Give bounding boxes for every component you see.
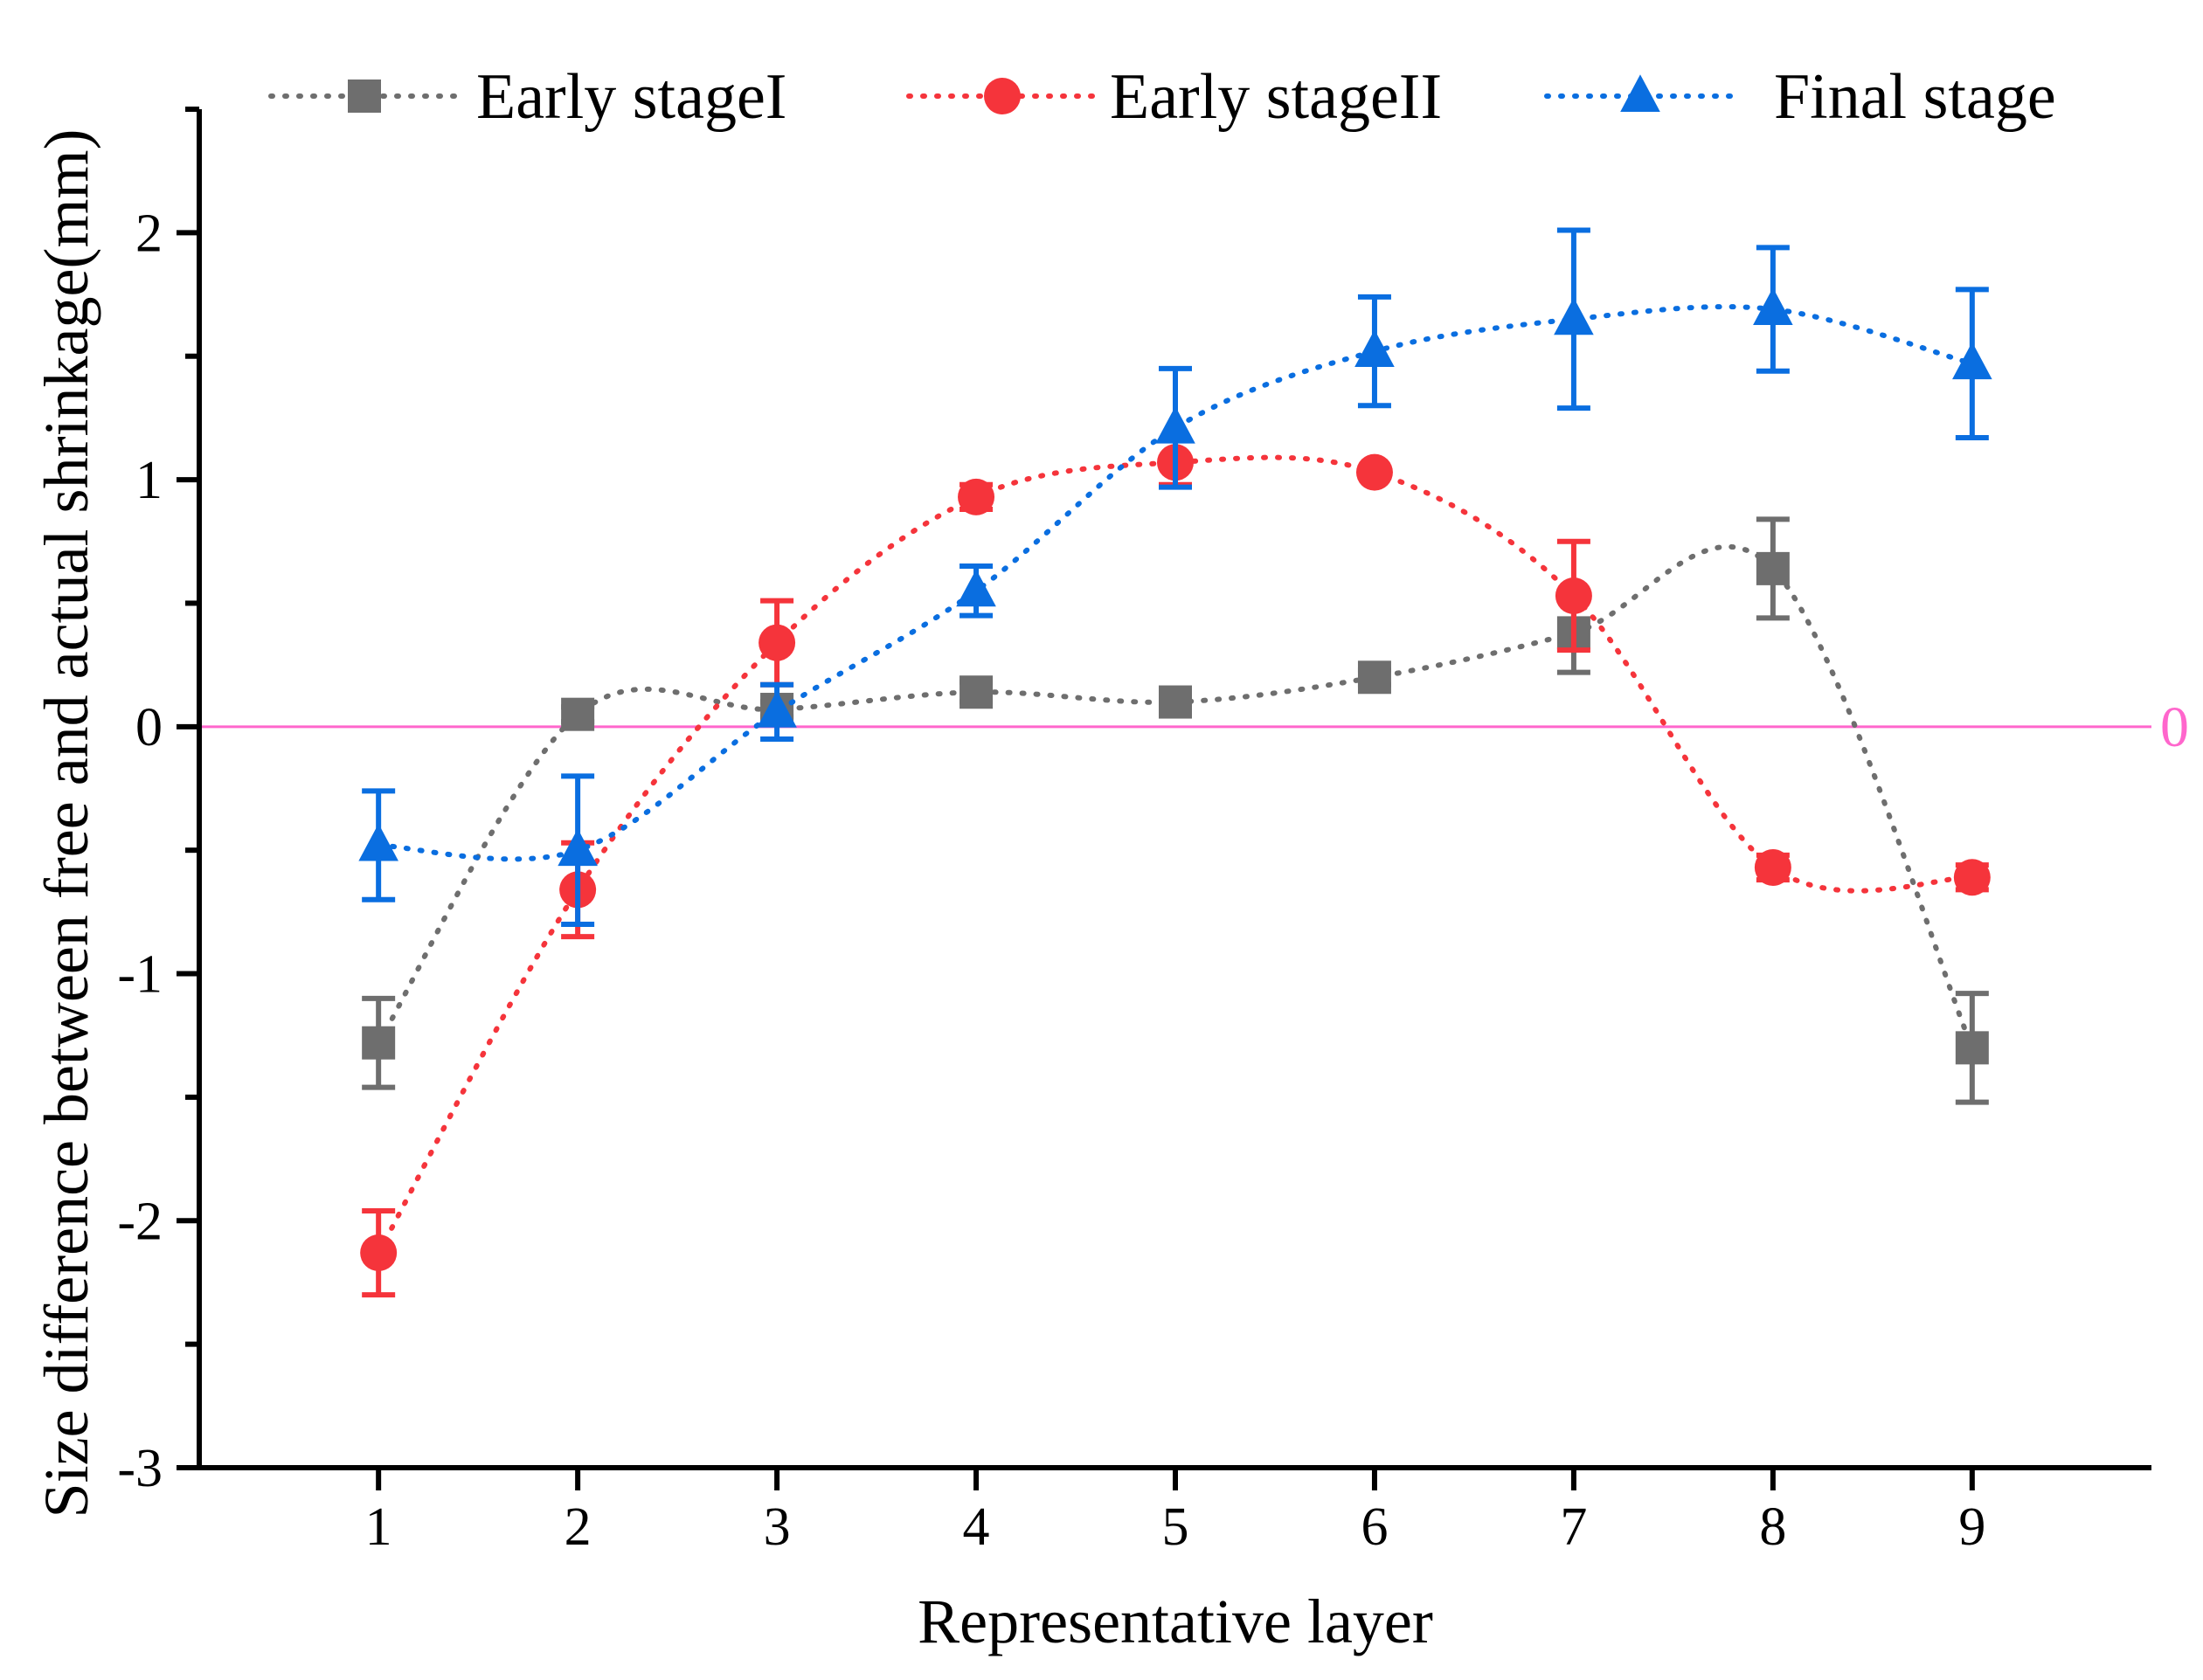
data-point bbox=[1953, 859, 1991, 896]
data-point bbox=[558, 828, 598, 867]
legend-marker bbox=[984, 78, 1021, 114]
x-tick-label: 4 bbox=[963, 1497, 990, 1557]
x-tick-label: 1 bbox=[365, 1497, 392, 1557]
x-tick-label: 9 bbox=[1958, 1497, 1985, 1557]
series-line bbox=[376, 454, 1975, 1256]
y-tick-label: 1 bbox=[135, 451, 163, 510]
data-point bbox=[358, 823, 398, 861]
x-tick-label: 3 bbox=[764, 1497, 791, 1557]
series-early-stagei bbox=[362, 516, 1989, 1105]
legend: Early stageI Early stageII Final stage bbox=[268, 61, 2056, 133]
data-point bbox=[956, 569, 996, 607]
axes-group: -3 -2 -1 0 1 2 1 2 3 4 5 6 7 8 9 Representative layer Si… bbox=[31, 107, 2151, 1656]
data-point bbox=[1756, 551, 1790, 585]
data-point bbox=[959, 675, 994, 709]
series-final-stage bbox=[358, 227, 1992, 927]
data-point bbox=[1554, 297, 1594, 335]
data-point bbox=[1155, 405, 1195, 444]
zero-reference-label: 0 bbox=[2160, 695, 2189, 759]
data-point bbox=[759, 624, 796, 661]
y-axis-title: Size difference between free and actual … bbox=[31, 129, 101, 1518]
x-tick-label: 6 bbox=[1361, 1497, 1388, 1557]
data-point bbox=[1354, 329, 1395, 368]
data-point bbox=[1159, 685, 1192, 719]
data-point bbox=[1357, 660, 1391, 695]
data-point bbox=[958, 478, 995, 515]
data-point bbox=[1555, 577, 1592, 614]
y-tick-label: 0 bbox=[135, 698, 163, 757]
legend-label: Final stage bbox=[1774, 61, 2056, 133]
x-axis-title: Representative layer bbox=[918, 1587, 1433, 1656]
legend-label: Early stageI bbox=[476, 61, 786, 133]
data-point bbox=[1355, 453, 1393, 491]
legend-item-early-stageii: Early stageII bbox=[906, 61, 1442, 133]
legend-marker bbox=[1620, 74, 1660, 112]
y-tick-label: -1 bbox=[117, 945, 163, 1005]
data-point bbox=[362, 1026, 396, 1060]
x-tick-label: 8 bbox=[1759, 1497, 1786, 1557]
legend-item-early-stagei: Early stageI bbox=[268, 61, 786, 133]
data-point bbox=[757, 690, 797, 728]
y-tick-label: 2 bbox=[135, 204, 163, 263]
y-tick-label: -2 bbox=[117, 1192, 163, 1251]
series-group bbox=[358, 227, 1992, 1298]
legend-marker bbox=[348, 80, 381, 113]
series-early-stageii bbox=[360, 437, 1991, 1298]
legend-label: Early stageII bbox=[1110, 61, 1442, 133]
data-point bbox=[360, 1234, 398, 1272]
x-tick-label: 7 bbox=[1560, 1497, 1587, 1557]
data-point bbox=[1754, 848, 1791, 886]
data-point bbox=[1952, 342, 1992, 380]
data-point bbox=[561, 697, 595, 731]
data-point bbox=[1753, 287, 1793, 325]
legend-item-final-stage: Final stage bbox=[1544, 61, 2056, 133]
x-tick-label: 2 bbox=[565, 1497, 592, 1557]
data-point bbox=[1955, 1031, 1989, 1065]
series-line bbox=[376, 543, 1975, 1051]
reference-line-group: 0 bbox=[199, 695, 2189, 759]
x-tick-label: 5 bbox=[1162, 1497, 1189, 1557]
y-tick-label: -3 bbox=[117, 1439, 163, 1498]
